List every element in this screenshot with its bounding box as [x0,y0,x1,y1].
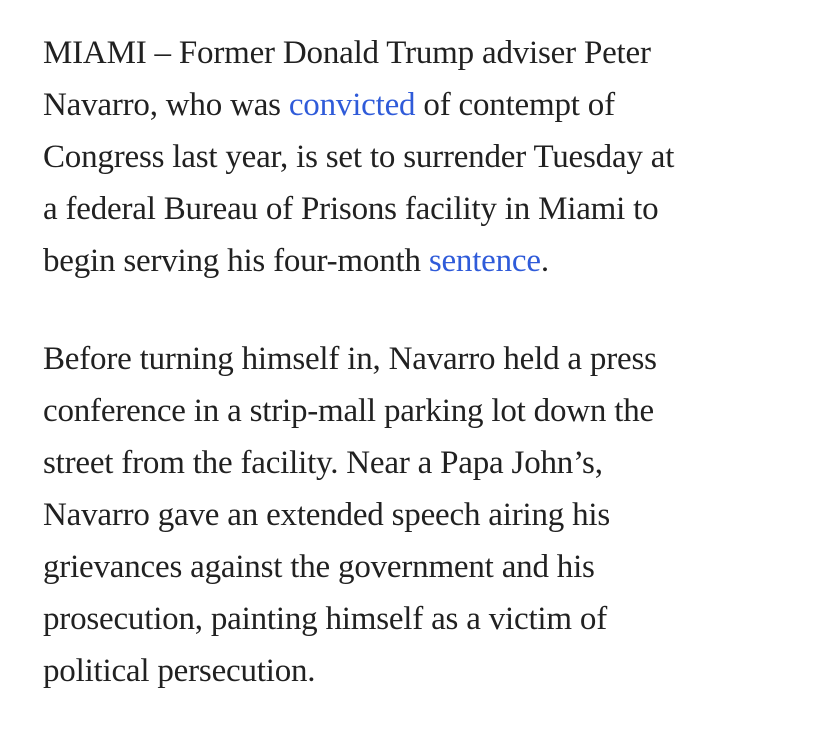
paragraph: MIAMI – Former Donald Trump adviser Pete… [43,27,831,287]
text-line: MIAMI – Former Donald Trump adviser Pete… [43,27,831,79]
text-line: conference in a strip-mall parking lot d… [43,385,831,437]
text-line: prosecution, painting himself as a victi… [43,593,831,645]
text-run: MIAMI – Former Donald Trump adviser Pete… [43,35,651,71]
paragraphs: MIAMI – Former Donald Trump adviser Pete… [43,27,831,697]
text-run: Before turning himself in, Navarro held … [43,341,657,377]
text-line: Congress last year, is set to surrender … [43,131,831,183]
text-line: political persecution. [43,645,831,697]
text-line: street from the facility. Near a Papa Jo… [43,437,831,489]
text-run: . [540,243,549,279]
text-line: a federal Bureau of Prisons facility in … [43,183,831,235]
text-run: street from the facility. Near a Papa Jo… [43,445,603,481]
text-line: Navarro, who was convicted of contempt o… [43,79,831,131]
text-run: a federal Bureau of Prisons facility in … [43,191,659,227]
text-run: political persecution. [43,653,316,689]
text-run: prosecution, painting himself as a victi… [43,601,607,637]
link-sentence[interactable]: sentence [428,243,541,279]
text-line: begin serving his four-month sentence. [43,235,831,287]
text-line: Navarro gave an extended speech airing h… [43,489,831,541]
text-run: Navarro gave an extended speech airing h… [43,497,611,533]
link-convicted[interactable]: convicted [288,87,416,123]
text-run: begin serving his four-month [43,243,429,279]
text-run: conference in a strip-mall parking lot d… [43,393,654,429]
text-run: Congress last year, is set to surrender … [43,139,675,175]
text-run: grievances against the government and hi… [43,549,595,585]
article-body: MIAMI – Former Donald Trump adviser Pete… [43,27,831,697]
text-line: Before turning himself in, Navarro held … [43,333,831,385]
text-run: Navarro, who was [43,87,289,123]
paragraph: Before turning himself in, Navarro held … [43,333,831,697]
text-run: of contempt of [415,87,615,123]
text-line: grievances against the government and hi… [43,541,831,593]
